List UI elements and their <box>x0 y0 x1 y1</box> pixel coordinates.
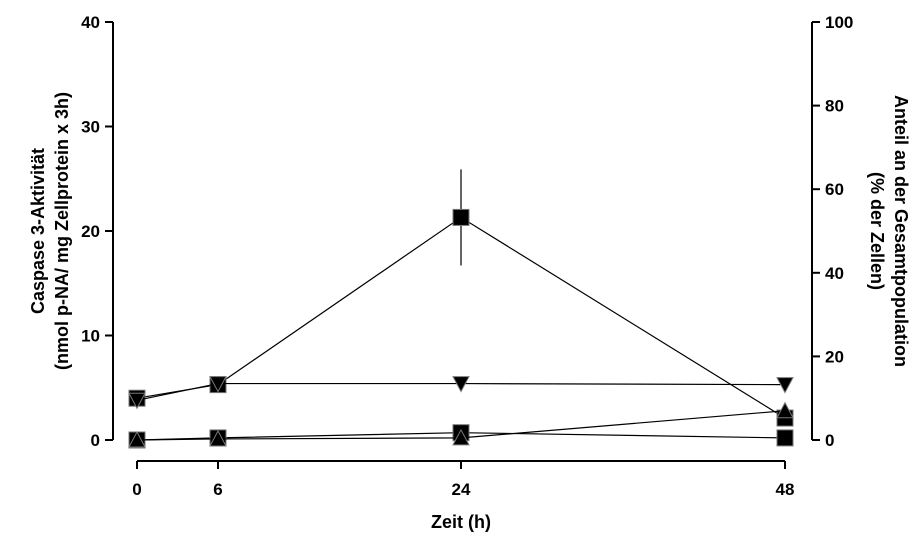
series-0-point-2 <box>452 208 470 226</box>
y-axis-left-title-line-2: (nmol p-NA/ mg Zellprotein x 3h) <box>52 92 72 370</box>
x-axis-title: Zeit (h) <box>431 512 491 532</box>
y-axis-right-title-line-2: (% der Zellen) <box>867 172 887 290</box>
series-3-point-0 <box>128 430 146 448</box>
series-1-point-1 <box>209 376 227 393</box>
series-1-point-3 <box>776 377 794 394</box>
y-axis-right-title-line-1: Anteil an der Gesamtpopulation <box>891 95 911 367</box>
y-left-tick-label-3: 30 <box>81 118 100 137</box>
series-3-point-2 <box>452 428 470 446</box>
y-right-tick-label-4: 80 <box>825 97 844 116</box>
y-left-tick-label-0: 0 <box>91 431 100 450</box>
y-right-tick-label-3: 60 <box>825 180 844 199</box>
y-right-tick-label-1: 20 <box>825 347 844 366</box>
series-3-point-3 <box>776 401 794 419</box>
axis-titles: Zeit (h) Caspase 3-Aktivität (nmol p-NA/… <box>28 92 911 532</box>
y-left-tick-label-1: 10 <box>81 327 100 346</box>
series-layer <box>128 169 794 449</box>
y-right-tick-label-5: 100 <box>825 13 853 32</box>
series-3-line <box>136 410 786 441</box>
series-3-point-1 <box>209 429 227 447</box>
series-1-point-0 <box>128 392 146 410</box>
x-tick-label-0: 0 <box>132 480 141 499</box>
series-1-point-2 <box>452 376 470 393</box>
y-right-tick-label-0: 0 <box>825 431 834 450</box>
x-tick-label-1: 6 <box>213 480 222 499</box>
axes <box>112 22 813 462</box>
x-tick-label-3: 48 <box>776 480 795 499</box>
series-2-point-3 <box>776 429 794 447</box>
series-3 <box>128 401 794 448</box>
y-left-tick-label-2: 20 <box>81 222 100 241</box>
y-axis-left-title-line-1: Caspase 3-Aktivität <box>28 148 48 314</box>
series-1-line <box>136 382 786 401</box>
x-tick-label-2: 24 <box>452 480 471 499</box>
y-left-tick-label-4: 40 <box>81 13 100 32</box>
y-right-tick-label-2: 40 <box>825 264 844 283</box>
series-1 <box>128 376 794 410</box>
ticks: 0 10 20 30 40 0 20 40 60 80 100 0 6 24 48 <box>81 13 853 499</box>
